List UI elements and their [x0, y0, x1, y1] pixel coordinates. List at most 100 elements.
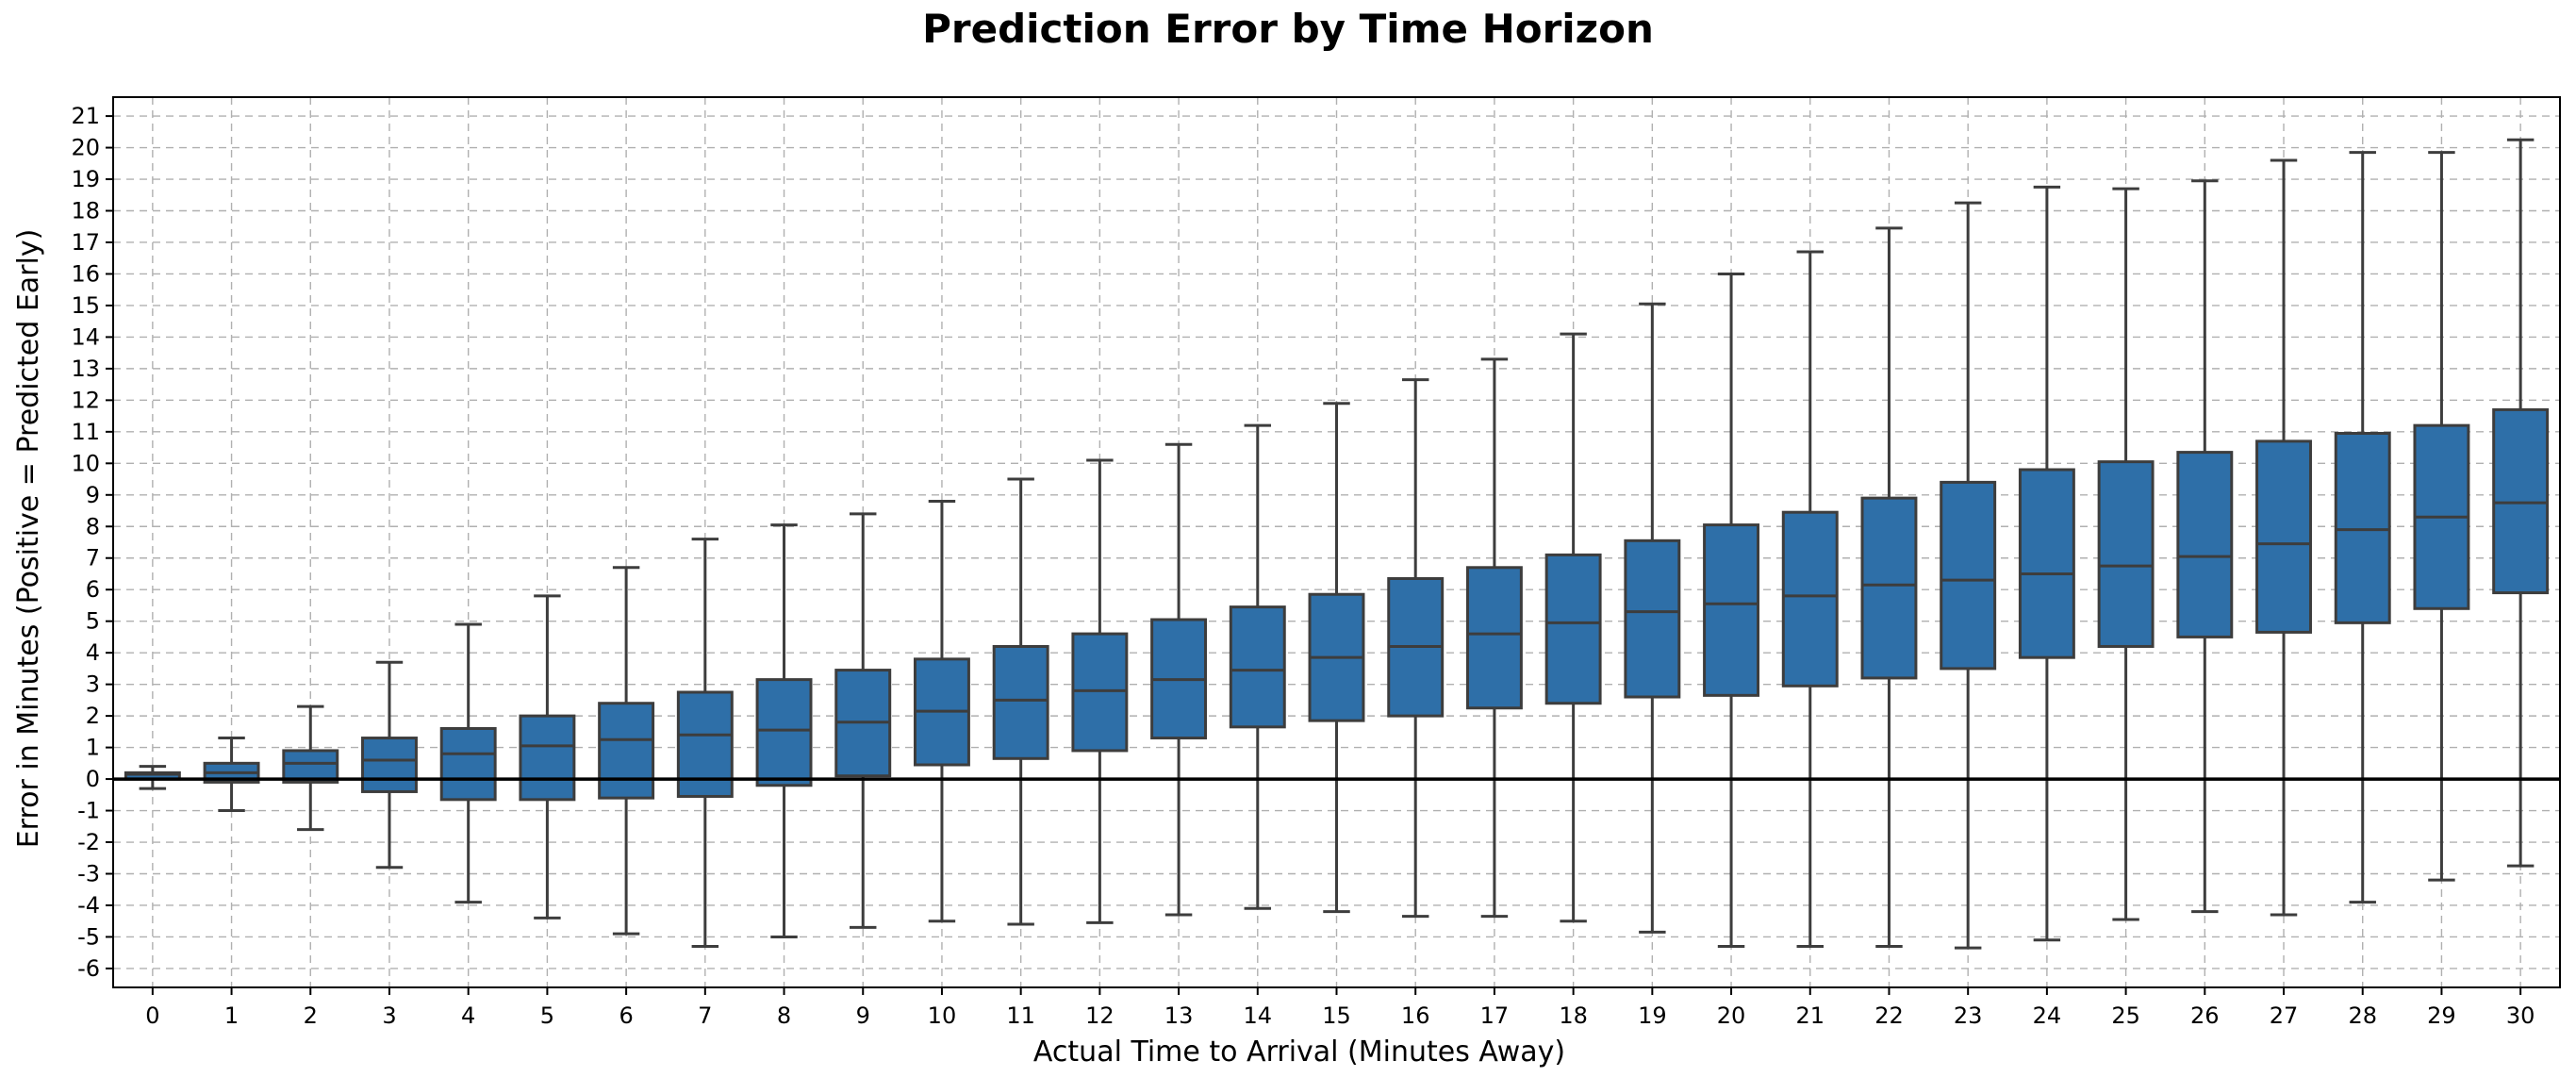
y-tick-label: 17 — [71, 229, 100, 256]
y-tick-label: 0 — [86, 766, 100, 792]
y-tick-label: 5 — [86, 608, 100, 635]
y-axis-label: Error in Minutes (Positive = Predicted E… — [12, 229, 45, 849]
y-tick-label: 16 — [71, 260, 100, 287]
iqr-box — [2097, 460, 2155, 648]
box-7 — [676, 538, 734, 948]
chart-title: Prediction Error by Time Horizon — [922, 6, 1654, 52]
box-10 — [913, 499, 970, 923]
box-12 — [1071, 458, 1129, 924]
x-tick-label: 4 — [461, 1002, 475, 1029]
box-13 — [1150, 442, 1208, 917]
box-3 — [361, 660, 418, 870]
box-19 — [1624, 302, 1681, 934]
box-22 — [1860, 226, 1918, 948]
iqr-box — [992, 644, 1049, 760]
y-tick-label: -3 — [77, 860, 100, 886]
x-tick-label: 3 — [382, 1002, 396, 1029]
x-tick-label: 28 — [2348, 1002, 2377, 1029]
iqr-box — [1781, 510, 1839, 688]
y-tick-label: 14 — [71, 323, 100, 350]
iqr-box — [2018, 468, 2075, 659]
y-tick-label: 11 — [71, 419, 100, 445]
x-tick-label: 26 — [2190, 1002, 2220, 1029]
y-tick-label: 15 — [71, 292, 100, 319]
box-23 — [1940, 201, 1997, 950]
box-8 — [755, 523, 813, 938]
iqr-box — [1465, 566, 1523, 710]
y-tick-label: 1 — [86, 735, 100, 761]
iqr-box — [1860, 496, 1918, 680]
iqr-box — [1940, 480, 1997, 671]
x-tick-label: 12 — [1085, 1002, 1115, 1029]
y-tick-label: 18 — [71, 198, 100, 224]
x-tick-label: 10 — [928, 1002, 957, 1029]
y-tick-label: 4 — [86, 639, 100, 666]
plot-area: -6-5-4-3-2-10123456789101112131415161718… — [71, 96, 2561, 1029]
x-tick-label: 23 — [1954, 1002, 1983, 1029]
box-6 — [598, 566, 655, 936]
box-11 — [992, 477, 1049, 926]
box-21 — [1781, 250, 1839, 948]
box-24 — [2018, 185, 2075, 942]
box-2 — [282, 704, 339, 832]
iqr-box — [1229, 605, 1286, 729]
iqr-box — [2334, 432, 2391, 624]
x-tick-label: 9 — [856, 1002, 870, 1029]
x-axis-label: Actual Time to Arrival (Minutes Away) — [1033, 1036, 1565, 1069]
iqr-box — [598, 702, 655, 800]
box-17 — [1465, 357, 1523, 919]
y-tick-label: 2 — [86, 703, 100, 729]
iqr-box — [519, 714, 576, 802]
x-tick-label: 18 — [1559, 1002, 1588, 1029]
x-tick-label: 5 — [540, 1002, 554, 1029]
y-tick-label: 13 — [71, 356, 100, 382]
x-tick-label: 17 — [1480, 1002, 1510, 1029]
x-tick-label: 21 — [1795, 1002, 1825, 1029]
x-tick-label: 6 — [619, 1002, 633, 1029]
y-tick-label: -6 — [77, 955, 100, 982]
box-25 — [2097, 187, 2155, 921]
box-18 — [1544, 332, 1602, 923]
x-tick-label: 29 — [2427, 1002, 2456, 1029]
x-tick-label: 24 — [2033, 1002, 2062, 1029]
y-tick-label: 8 — [86, 513, 100, 539]
x-tick-label: 14 — [1244, 1002, 1273, 1029]
y-tick-label: 12 — [71, 387, 100, 413]
box-1 — [203, 737, 260, 813]
box-0 — [124, 765, 181, 790]
x-tick-label: 13 — [1164, 1002, 1194, 1029]
iqr-box — [676, 690, 734, 798]
x-tick-label: 22 — [1874, 1002, 1904, 1029]
box-29 — [2413, 151, 2470, 882]
iqr-box — [361, 737, 418, 793]
iqr-box — [282, 749, 339, 784]
y-tick-label: 7 — [86, 545, 100, 572]
box-16 — [1387, 378, 1445, 919]
x-tick-label: 15 — [1322, 1002, 1351, 1029]
box-15 — [1308, 402, 1365, 914]
y-tick-label: 19 — [71, 166, 100, 192]
box-27 — [2255, 158, 2312, 917]
x-tick-label: 8 — [777, 1002, 791, 1029]
x-tick-label: 19 — [1638, 1002, 1667, 1029]
box-4 — [439, 622, 497, 904]
box-20 — [1703, 272, 1760, 948]
box-26 — [2176, 179, 2234, 914]
box-28 — [2334, 151, 2391, 904]
iqr-box — [1544, 553, 1602, 705]
y-tick-label: -2 — [77, 829, 100, 855]
iqr-box — [755, 678, 813, 787]
x-tick-label: 30 — [2506, 1002, 2535, 1029]
x-tick-label: 7 — [698, 1002, 712, 1029]
y-tick-label: 3 — [86, 671, 100, 698]
x-tick-label: 16 — [1401, 1002, 1430, 1029]
x-tick-label: 11 — [1006, 1002, 1035, 1029]
y-tick-label: 6 — [86, 576, 100, 603]
iqr-box — [1624, 538, 1681, 699]
box-30 — [2492, 138, 2550, 868]
x-tick-label: 20 — [1717, 1002, 1746, 1029]
box-5 — [519, 594, 576, 920]
y-tick-label: -1 — [77, 798, 100, 824]
